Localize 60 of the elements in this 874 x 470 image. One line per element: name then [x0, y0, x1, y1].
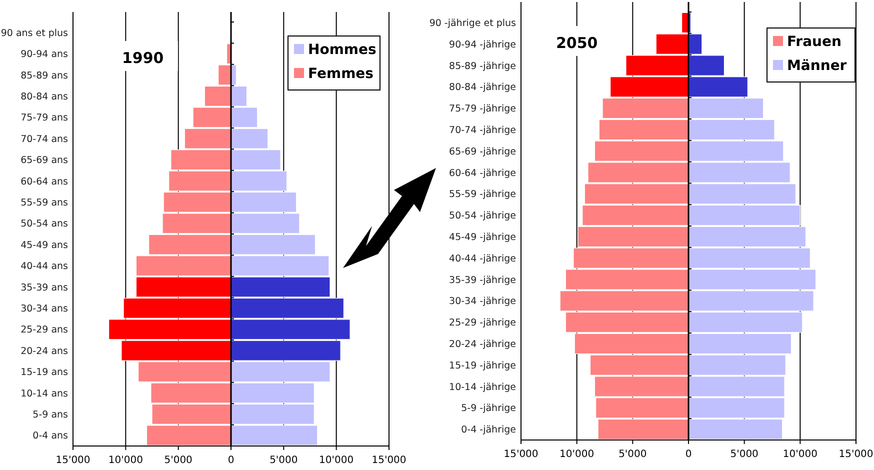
y-tick-label: 35-39 ans	[20, 282, 68, 294]
y-tick-label: 25-29 -jährige	[449, 318, 516, 329]
x-tick-label: 15'000	[56, 455, 90, 466]
y-tick-label: 40-44 ans	[20, 261, 68, 272]
y-tick-label: 15-19 ans	[20, 367, 68, 378]
y-tick-label: 25-29 ans	[20, 324, 68, 336]
y-tick-label: 85-89 -jährige	[449, 60, 516, 72]
y-tick-label: 40-44 -jährige	[449, 253, 516, 264]
y-tick-label: 85-89 ans	[20, 70, 68, 82]
text: 2050	[556, 34, 598, 52]
y-tick-label: 90 -jährige et plus	[429, 18, 516, 30]
y-tick-label: 15-19 -jährige	[449, 360, 516, 372]
y-tick-label: 50-54 ans	[20, 218, 68, 230]
y-tick-label: 65-69 ans	[20, 155, 68, 166]
y-tick-label: 75-79 ans	[20, 112, 68, 124]
y-tick-label: 20-24 -jährige	[449, 339, 516, 350]
x-tick-label: 10'000	[319, 455, 354, 466]
x-tick-label: 15'000	[372, 455, 406, 466]
y-tick-label: 90-94 ans	[20, 49, 68, 60]
y-tick-label: 80-84 -jährige	[449, 82, 516, 94]
y-tick-label: 70-74 ans	[20, 134, 68, 145]
x-tick-label: 5'000	[164, 455, 192, 466]
y-tick-label: 20-24 ans	[20, 346, 68, 357]
y-tick-label: 45-49 ans	[20, 240, 68, 251]
y-tick-label: 35-39 -jährige	[449, 274, 516, 286]
y-tick-label: 60-64 ans	[20, 176, 68, 188]
y-tick-label: 65-69 -jährige	[449, 146, 516, 158]
y-tick-label: 30-34 -jährige	[449, 296, 516, 308]
legend-label: Männer	[787, 58, 847, 74]
y-tick-label: 0-4 -jährige	[461, 424, 516, 436]
x-tick-label: 5'000	[270, 455, 298, 466]
y-tick-label: 5-9 -jährige	[461, 403, 516, 414]
x-tick-label: 5'000	[618, 449, 647, 460]
x-tick-label: 15'000	[838, 449, 874, 460]
x-tick-label: 15'000	[504, 449, 538, 460]
x-tick-label: 10'000	[108, 455, 143, 466]
y-tick-label: 0-4 ans	[32, 430, 68, 442]
y-tick-label: 55-59 ans	[20, 198, 68, 209]
y-tick-label: 90-94 -jährige	[449, 39, 516, 50]
x-tick-label: 10'000	[560, 449, 594, 460]
x-tick-label: 0	[685, 449, 692, 460]
legend-label: Hommes	[308, 42, 376, 58]
legend-label: Frauen	[787, 34, 842, 50]
y-tick-label: 80-84 ans	[20, 92, 68, 103]
y-tick-label: 50-54 -jährige	[449, 210, 516, 222]
y-tick-label: 45-49 -jährige	[449, 232, 516, 244]
y-tick-label: 90 ans et plus	[0, 28, 68, 39]
x-tick-label: 5'000	[730, 449, 758, 460]
y-tick-label: 60-64 -jährige	[449, 168, 516, 179]
legend-label: Femmes	[308, 66, 374, 82]
y-tick-label: 55-59 -jährige	[449, 189, 516, 200]
text: 1990	[122, 49, 164, 67]
x-tick-label: 0	[228, 455, 234, 466]
x-tick-label: 10'000	[782, 449, 818, 460]
y-tick-label: 30-34 ans	[20, 304, 68, 315]
y-tick-label: 5-9 ans	[32, 410, 68, 421]
y-tick-label: 10-14 -jährige	[449, 382, 516, 393]
y-tick-label: 70-74 -jährige	[449, 125, 516, 136]
y-tick-label: 10-14 ans	[20, 388, 68, 400]
y-tick-label: 75-79 -jährige	[449, 104, 516, 115]
